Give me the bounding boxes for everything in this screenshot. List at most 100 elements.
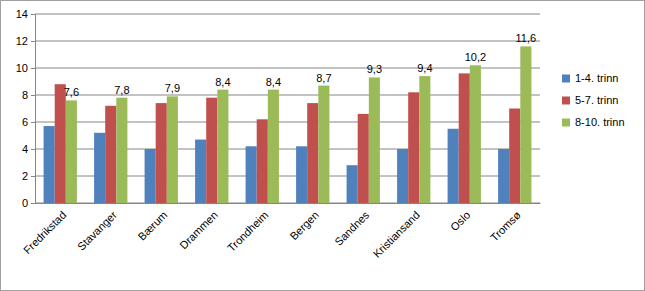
y-tick-mark	[31, 176, 35, 177]
grid-line	[35, 14, 540, 15]
bar	[268, 90, 279, 203]
y-tick: 0	[22, 197, 35, 209]
legend-label: 8-10. trinn	[575, 116, 625, 128]
bars	[44, 46, 532, 203]
x-tick: Tromsø	[488, 208, 523, 243]
y-tick: 6	[22, 116, 35, 128]
bar	[347, 165, 358, 203]
chart-border	[1, 1, 645, 291]
x-tick-label: Stavanger	[75, 208, 119, 252]
y-tick: 12	[16, 35, 35, 47]
y-tick: 2	[22, 170, 35, 182]
y-tick-mark	[31, 68, 35, 69]
x-tick: Drammen	[177, 209, 220, 252]
x-tick: Bærum	[135, 209, 169, 243]
y-tick-label: 2	[22, 170, 28, 182]
x-axis-line	[36, 203, 541, 204]
legend-item: 1-4. trinn	[562, 72, 618, 84]
data-label: 9,3	[367, 63, 382, 75]
x-tick-label: Fredrikstad	[21, 209, 68, 256]
bar	[116, 98, 127, 203]
y-tick: 8	[22, 89, 35, 101]
y-tick: 4	[22, 143, 35, 155]
bar	[470, 65, 481, 203]
x-tick-label: Trondheim	[225, 209, 270, 254]
legend: 1-4. trinn 5-7. trinn 8-10. trinn	[562, 72, 625, 128]
y-tick-mark	[31, 203, 35, 204]
y-tick-label: 10	[16, 62, 28, 74]
y-tick-label: 8	[22, 89, 28, 101]
x-tick-label: Sandnes	[332, 208, 372, 248]
y-tick-label: 4	[22, 143, 28, 155]
bar	[145, 149, 156, 203]
x-tick: Stavanger	[75, 208, 119, 252]
bar	[318, 86, 329, 203]
x-tick: Sandnes	[332, 208, 372, 248]
bar	[307, 103, 318, 203]
bar	[105, 106, 116, 203]
data-labels: 7,6 7,8 7,9 8,4 8,4 8,7 9,3 9,4 10,2 11,6	[64, 32, 536, 98]
bar	[66, 100, 77, 203]
x-tick-label: Tromsø	[488, 208, 523, 243]
x-tick-label: Kristiansand	[371, 209, 422, 260]
x-tick-label: Bergen	[287, 209, 321, 243]
bar	[397, 149, 408, 203]
y-tick-label: 14	[16, 8, 28, 20]
bar	[369, 77, 380, 203]
y-tick-mark	[31, 14, 35, 15]
bar	[206, 98, 217, 203]
legend-swatch	[562, 97, 570, 105]
x-axis: FredrikstadStavanger BærumDrammenTrondhei…	[21, 204, 541, 260]
y-tick-mark	[31, 41, 35, 42]
bar	[246, 146, 257, 203]
legend-swatch	[562, 119, 570, 127]
grid-line	[35, 68, 540, 69]
plot: 0 2 4 6 8 10 12 14 FredrikstadStavanger BærumDram…	[16, 8, 541, 260]
bar	[358, 114, 369, 203]
x-tick: Kristiansand	[371, 209, 422, 260]
legend-item: 5-7. trinn	[562, 94, 618, 106]
x-tick: Trondheim	[225, 209, 270, 254]
bar	[459, 73, 470, 203]
data-label: 7,8	[114, 84, 129, 96]
y-tick-mark	[31, 122, 35, 123]
y-tick-label: 6	[22, 116, 28, 128]
bar	[94, 133, 105, 203]
y-tick: 10	[16, 62, 35, 74]
legend-swatch	[562, 75, 570, 83]
series-bars	[55, 73, 521, 203]
data-label: 8,4	[215, 76, 230, 88]
x-tick-label: Oslo	[448, 209, 472, 233]
legend-label: 5-7. trinn	[575, 94, 618, 106]
y-tick-label: 12	[16, 35, 28, 47]
bar	[195, 140, 206, 203]
grid	[35, 14, 540, 203]
legend-item: 8-10. trinn	[562, 116, 625, 128]
data-label: 9,4	[417, 62, 432, 74]
data-label: 10,2	[465, 51, 486, 63]
x-tick: Bergen	[287, 209, 321, 243]
y-tick-mark	[31, 95, 35, 96]
bar	[408, 92, 419, 203]
y-axis-line	[31, 15, 36, 204]
bar	[509, 109, 520, 204]
legend-label: 1-4. trinn	[575, 72, 618, 84]
data-label: 7,9	[165, 82, 180, 94]
data-label: 11,6	[516, 32, 537, 44]
bar	[498, 149, 509, 203]
y-tick: 14	[16, 8, 35, 20]
data-label: 8,7	[316, 72, 331, 84]
data-label: 8,4	[266, 76, 281, 88]
bar	[448, 129, 459, 203]
y-tick-label: 0	[22, 197, 28, 209]
y-tick-mark	[31, 149, 35, 150]
bar	[156, 103, 167, 203]
bar	[257, 119, 268, 203]
series-bars	[66, 46, 532, 203]
y-axis: 0 2 4 6 8 10 12 14	[16, 8, 36, 209]
bar	[296, 146, 307, 203]
bar	[419, 76, 430, 203]
bar	[167, 96, 178, 203]
data-label: 7,6	[64, 86, 79, 98]
bar	[44, 126, 55, 203]
